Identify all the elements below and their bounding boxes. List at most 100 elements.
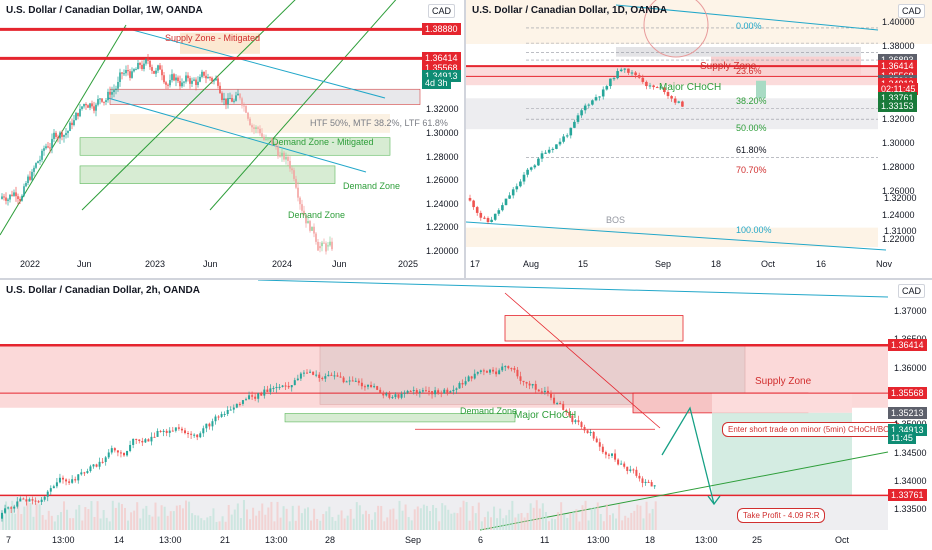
weekly-demand-mitigated-label: Demand Zone - Mitigated xyxy=(272,137,374,147)
2h-candle xyxy=(421,390,424,392)
weekly-candle xyxy=(149,60,151,68)
daily-candle xyxy=(544,152,547,154)
2h-volume-bar xyxy=(459,507,462,530)
2h-candle xyxy=(431,391,434,395)
2h-trade-path xyxy=(661,406,715,505)
2h-x-tick: Sep xyxy=(405,535,422,545)
2h-candle xyxy=(617,459,620,465)
weekly-chart-panel[interactable]: U.S. Dollar / Canadian Dollar, 1W, OANDA… xyxy=(0,0,464,278)
daily-candle xyxy=(609,78,612,87)
daily-candle xyxy=(497,210,501,214)
daily-candle xyxy=(666,92,670,97)
2h-volume-bar xyxy=(325,511,328,530)
weekly-candle xyxy=(245,106,247,113)
2h-candle xyxy=(199,433,202,438)
2h-candle xyxy=(263,389,266,396)
2h-volume-bar xyxy=(371,519,374,530)
2h-volume-bar xyxy=(84,507,87,530)
2h-volume-bar xyxy=(331,517,334,530)
2h-volume-bar xyxy=(517,513,520,530)
2h-volume-bar xyxy=(337,514,340,530)
2h-volume-bar xyxy=(145,505,148,530)
daily-x-tick: Aug xyxy=(523,259,540,269)
daily-candle xyxy=(655,87,659,89)
2h-chart-panel[interactable]: U.S. Dollar / Canadian Dollar, 2h, OANDA… xyxy=(0,280,932,550)
weekly-candle xyxy=(243,105,245,107)
daily-candle xyxy=(529,167,533,170)
2h-volume-bar xyxy=(133,510,136,530)
daily-fib-label: 0.00% xyxy=(736,21,762,31)
2h-candle xyxy=(327,374,330,377)
2h-x-tick: 13:00 xyxy=(159,535,182,545)
2h-volume-bar xyxy=(258,510,261,530)
2h-candle xyxy=(489,369,491,373)
2h-candle xyxy=(632,469,635,471)
2h-candle xyxy=(409,390,412,392)
2h-volume-bar xyxy=(236,503,239,530)
2h-volume-bar xyxy=(17,501,20,530)
2h-candle xyxy=(123,452,125,456)
2h-candle xyxy=(132,438,135,445)
2h-volume-bar xyxy=(90,501,93,530)
2h-candle xyxy=(540,391,543,393)
2h-volume-bar xyxy=(508,509,511,530)
2h-x-tick: 13:00 xyxy=(52,535,75,545)
weekly-chart-canvas[interactable] xyxy=(0,0,464,278)
weekly-candle xyxy=(55,132,57,137)
daily-chart-canvas[interactable] xyxy=(466,0,932,278)
weekly-demand-zone-2 xyxy=(79,165,336,184)
2h-chart-canvas[interactable] xyxy=(0,280,932,550)
weekly-candle xyxy=(173,74,175,81)
2h-volume-bar xyxy=(471,506,474,530)
weekly-candle xyxy=(269,137,271,139)
2h-volume-bar xyxy=(81,520,84,530)
2h-candle xyxy=(269,388,272,392)
2h-volume-bar xyxy=(432,504,435,530)
weekly-candle xyxy=(117,82,119,89)
daily-chart-panel[interactable]: U.S. Dollar / Canadian Dollar, 1D, OANDA… xyxy=(466,0,932,278)
2h-candle xyxy=(229,409,232,411)
2h-volume-bar xyxy=(26,502,29,530)
2h-ascending-line xyxy=(479,451,889,531)
2h-volume-bar xyxy=(44,519,47,530)
2h-x-tick: 28 xyxy=(325,535,336,545)
2h-volume-bar xyxy=(642,518,645,530)
2h-candle xyxy=(284,385,287,387)
2h-candle xyxy=(220,414,223,417)
2h-volume-bar xyxy=(483,517,486,530)
2h-volume-bar xyxy=(425,505,428,530)
2h-x-tick: 25 xyxy=(752,535,763,545)
2h-volume-bar xyxy=(316,518,319,530)
daily-candle xyxy=(511,189,515,196)
2h-volume-bar xyxy=(581,505,584,530)
2h-candle xyxy=(232,407,235,410)
2h-volume-bar xyxy=(596,502,599,530)
daily-upper-zone xyxy=(466,0,932,44)
2h-volume-bar xyxy=(532,507,535,530)
weekly-candle xyxy=(47,146,49,148)
weekly-candle xyxy=(145,59,147,64)
weekly-fib-confluence-label: HTF 50%, MTF 38.2%, LTF 61.8% xyxy=(310,118,448,128)
2h-candle xyxy=(330,374,333,376)
daily-x-tick: 15 xyxy=(578,259,589,269)
daily-candle xyxy=(472,200,475,208)
2h-volume-bar xyxy=(29,502,32,530)
daily-supply-zone-label: Supply Zone xyxy=(700,61,757,72)
2h-candle xyxy=(428,390,430,392)
2h-volume-bar xyxy=(514,517,517,530)
weekly-candle xyxy=(229,98,231,100)
weekly-candle xyxy=(85,103,87,106)
weekly-candle xyxy=(315,233,317,242)
weekly-candle xyxy=(237,93,239,96)
weekly-candle xyxy=(103,101,105,103)
2h-volume-bar xyxy=(404,504,407,530)
2h-candle xyxy=(537,389,540,392)
panel-divider-horizontal xyxy=(0,278,932,280)
2h-candle xyxy=(446,389,449,393)
daily-candle xyxy=(681,101,684,107)
2h-candle xyxy=(138,439,141,441)
2h-volume-bar xyxy=(422,504,425,530)
2h-x-tick: 14 xyxy=(114,535,125,545)
2h-candle xyxy=(65,479,68,482)
weekly-candle xyxy=(279,156,281,158)
